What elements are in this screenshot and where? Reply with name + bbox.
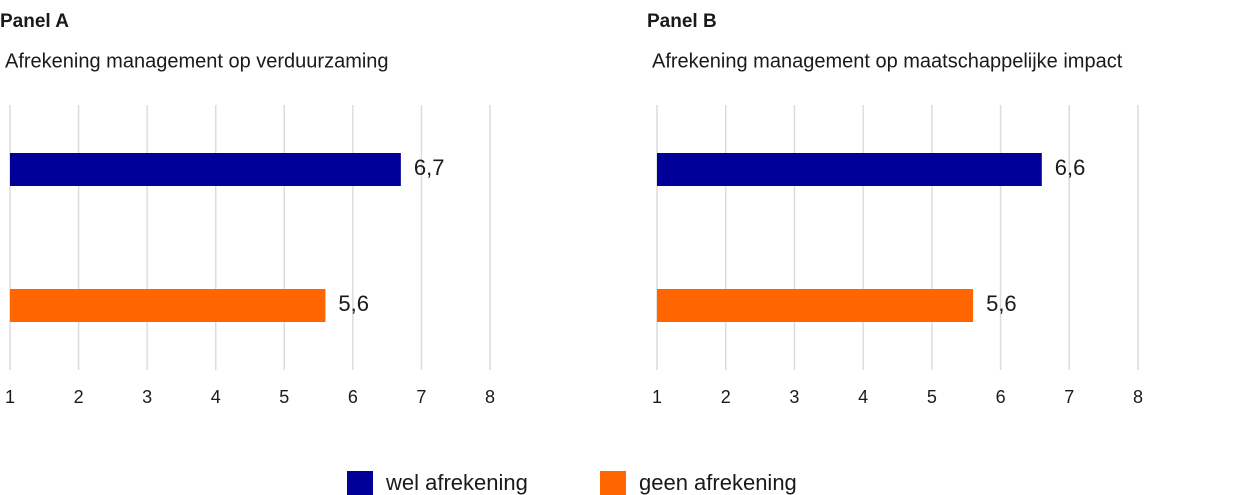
- panel-subtitle: Afrekening management op verduurzaming: [5, 50, 389, 72]
- x-tick-label: 7: [416, 387, 426, 407]
- x-tick-label: 1: [5, 387, 15, 407]
- bar: [10, 289, 326, 322]
- panel-title: Panel A: [0, 11, 69, 32]
- bar: [657, 289, 974, 322]
- x-tick-label: 1: [652, 387, 662, 407]
- x-tick-label: 8: [1133, 387, 1143, 407]
- x-tick-label: 3: [789, 387, 799, 407]
- legend-label: wel afrekening: [385, 470, 528, 495]
- value-label: 5,6: [986, 291, 1017, 316]
- legend-swatch: [347, 471, 373, 495]
- x-tick-label: 2: [721, 387, 731, 407]
- x-tick-label: 6: [348, 387, 358, 407]
- x-tick-label: 4: [858, 387, 868, 407]
- x-tick-label: 4: [211, 387, 221, 407]
- x-tick-label: 3: [142, 387, 152, 407]
- bar: [10, 153, 401, 186]
- x-tick-label: 2: [74, 387, 84, 407]
- x-tick-label: 7: [1064, 387, 1074, 407]
- panel-title: Panel B: [647, 11, 717, 32]
- x-tick-label: 5: [279, 387, 289, 407]
- panel-subtitle: Afrekening management op maatschappelijk…: [652, 50, 1123, 72]
- value-label: 5,6: [338, 291, 369, 316]
- x-tick-label: 5: [927, 387, 937, 407]
- value-label: 6,7: [414, 155, 445, 180]
- x-tick-label: 8: [485, 387, 495, 407]
- value-label: 6,6: [1055, 155, 1086, 180]
- bar: [657, 153, 1042, 186]
- x-tick-label: 6: [996, 387, 1006, 407]
- legend-swatch: [600, 471, 626, 495]
- legend-label: geen afrekening: [639, 470, 797, 495]
